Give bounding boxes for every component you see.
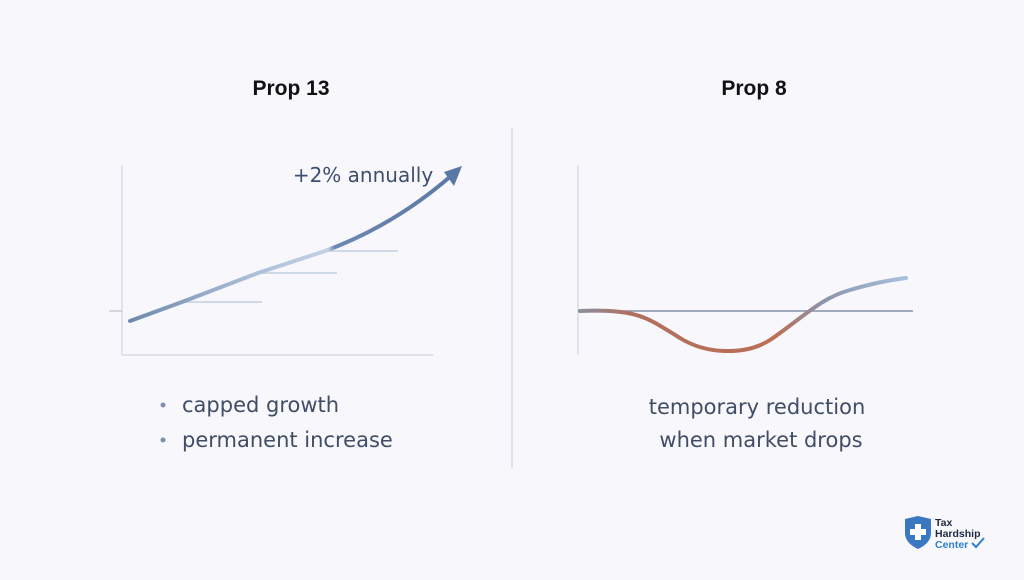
panel-title: Prop 13 [252, 77, 329, 100]
bullet-text: permanent increase [182, 428, 393, 452]
arrow-head [444, 166, 462, 186]
annotation: +2% annually [293, 163, 433, 187]
bullet [160, 402, 166, 408]
logo-cross [910, 524, 926, 540]
logo: Tax Hardship Center [905, 516, 985, 551]
logo-text: Center [935, 539, 968, 551]
value-curve [578, 276, 908, 353]
bullet-text: capped growth [182, 393, 339, 417]
growth-line [128, 173, 454, 323]
logo-text: Hardship [935, 528, 981, 540]
panel-title: Prop 8 [721, 77, 787, 100]
logo-text: Tax [935, 517, 952, 529]
logo-check [971, 537, 985, 549]
caption: temporary reduction [649, 395, 866, 419]
step-lines [182, 250, 398, 303]
bullet [160, 437, 166, 443]
caption: when market drops [659, 428, 862, 452]
